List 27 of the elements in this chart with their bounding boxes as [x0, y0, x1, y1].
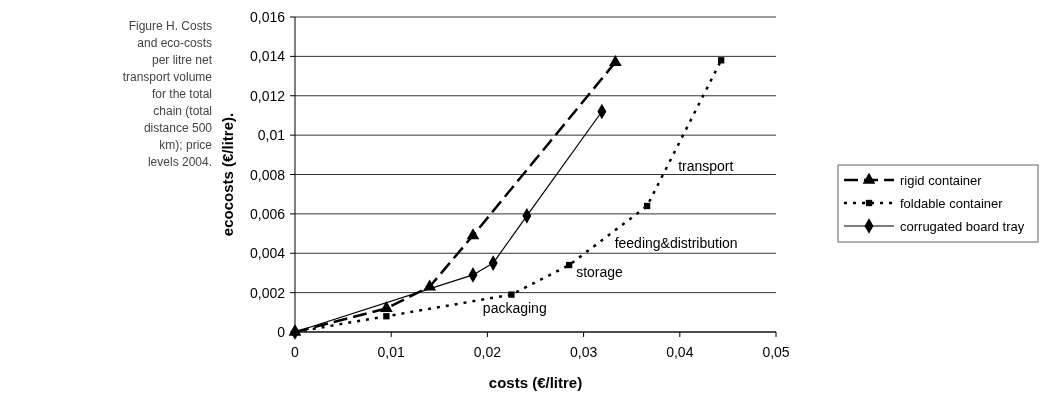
x-tick-label: 0,01: [377, 344, 406, 360]
x-tick-label: 0,03: [569, 344, 598, 360]
y-tick-label: 0,008: [249, 166, 286, 183]
x-tick-label: 0,04: [666, 344, 694, 360]
point: [718, 57, 725, 64]
y-tick-label: 0,006: [249, 205, 286, 222]
x-axis-title: costs (€/litre): [488, 374, 583, 391]
legend-label: foldable container: [900, 196, 1004, 211]
point: [508, 291, 515, 298]
x-tick-label: 0,02: [473, 344, 502, 360]
y-tick-label: 0,016: [249, 9, 286, 25]
text: Figure H. Costs and eco-costs per litre net transport volume for the total chain (total distance 500 km); price levels 2004.: [122, 19, 212, 169]
x-tick-label: 0: [291, 344, 300, 360]
annotation: transport: [678, 157, 734, 174]
y-tick-label: 0,014: [249, 48, 286, 65]
y-axis-title: ecocosts (€/litre).: [219, 112, 236, 237]
x-tick-label: 0,05: [762, 344, 790, 360]
annotation: storage: [576, 264, 624, 281]
legend-label: corrugated board tray: [900, 219, 1025, 234]
annotation: packaging: [482, 299, 547, 316]
y-tick-label: 0,004: [249, 245, 286, 262]
y-tick-label: 0: [277, 324, 286, 340]
y-tick-label: 0,01: [257, 127, 286, 144]
y-tick-label: 0,002: [249, 284, 286, 301]
legend-label: rigid container: [900, 173, 983, 188]
y-tick-label: 0,012: [249, 87, 286, 104]
annotation: feeding&distribution: [614, 234, 738, 251]
